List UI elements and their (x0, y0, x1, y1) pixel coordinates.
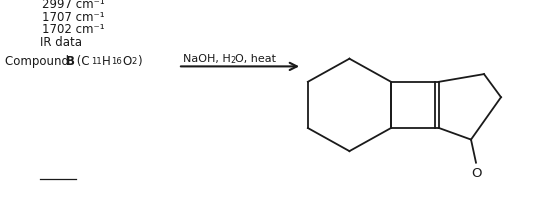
Text: 1707 cm⁻¹: 1707 cm⁻¹ (42, 11, 104, 23)
Text: O: O (122, 55, 131, 68)
Text: B: B (66, 55, 75, 68)
Text: 2: 2 (230, 56, 235, 65)
Text: (C: (C (73, 55, 90, 68)
Text: 16: 16 (111, 56, 122, 66)
Text: 2997 cm⁻¹: 2997 cm⁻¹ (42, 0, 105, 11)
Text: Compound: Compound (5, 55, 73, 68)
Text: 11: 11 (91, 56, 102, 66)
Text: O, heat: O, heat (235, 53, 276, 63)
Text: ): ) (137, 55, 141, 68)
Text: 1702 cm⁻¹: 1702 cm⁻¹ (42, 23, 104, 36)
Text: IR data: IR data (40, 35, 82, 48)
Text: 2: 2 (131, 56, 137, 66)
Text: H: H (102, 55, 111, 68)
Text: O: O (472, 166, 482, 179)
Text: NaOH, H: NaOH, H (183, 53, 231, 63)
